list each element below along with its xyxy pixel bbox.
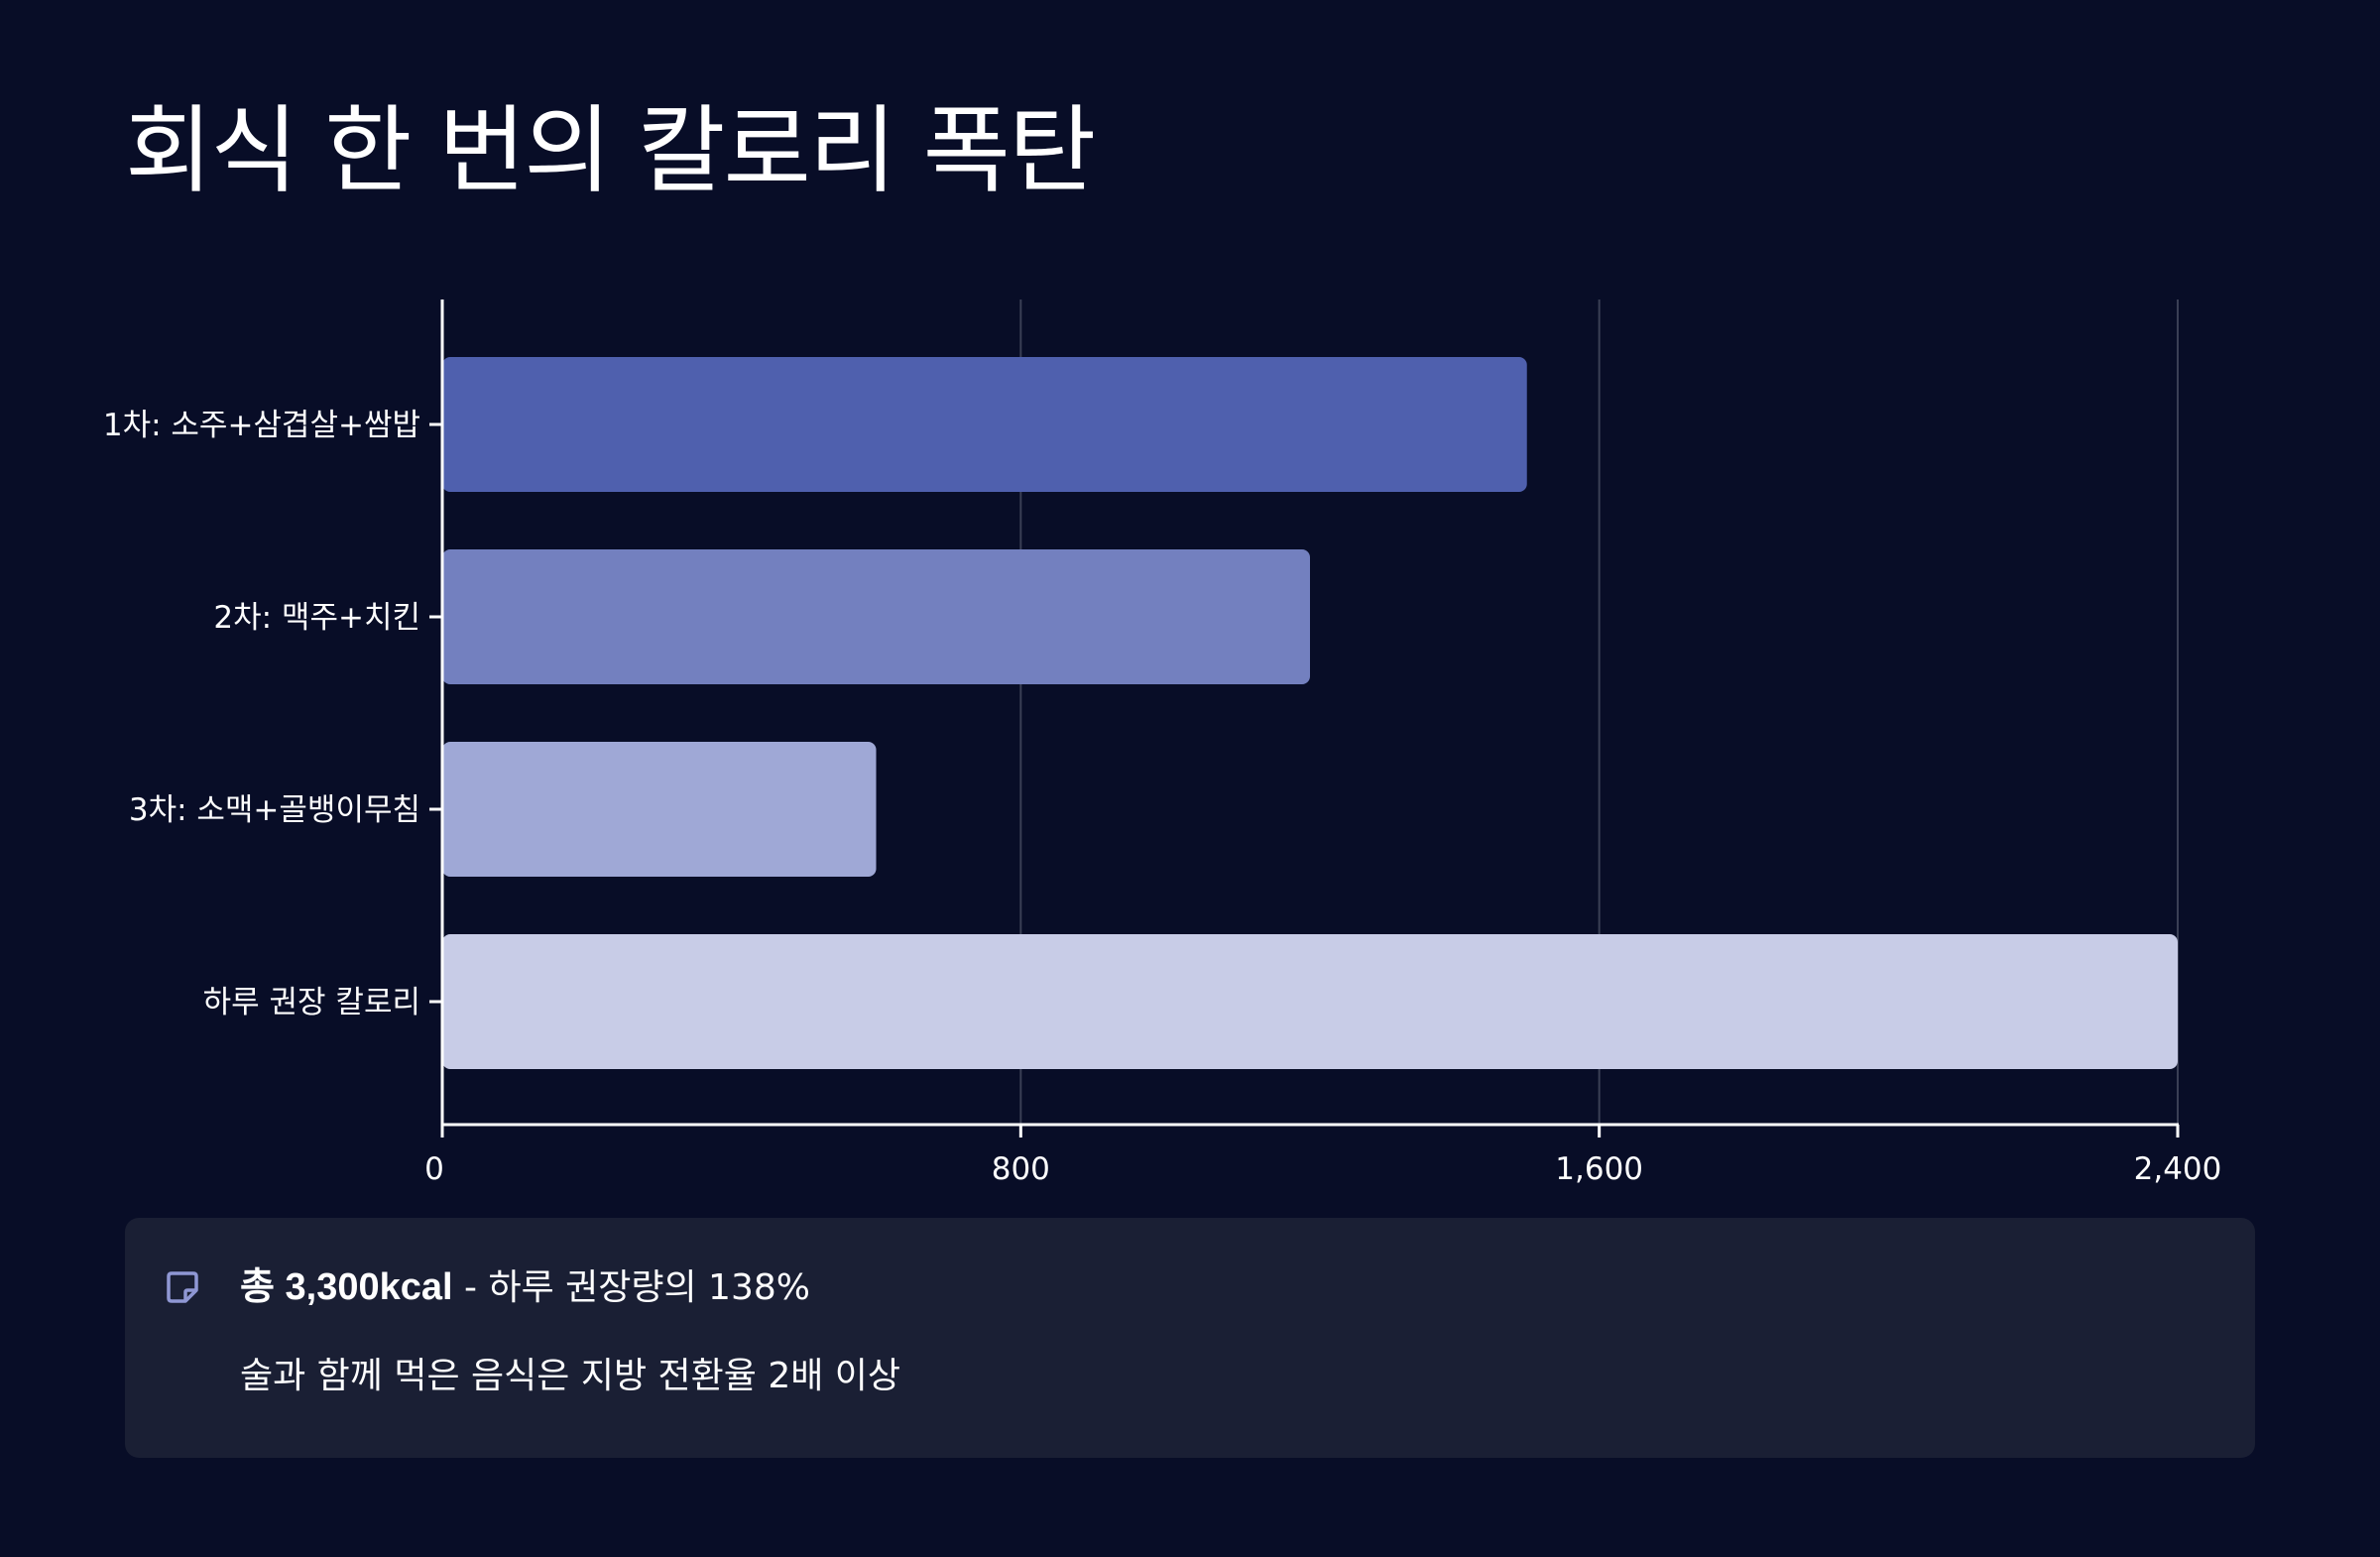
chart-title: 회식 한 번의 칼로리 폭탄 <box>125 95 1096 206</box>
y-tick-label-1: 1차: 소주+삼겹살+쌈밥 <box>103 408 420 443</box>
bar-3 <box>442 742 877 877</box>
x-tick-label-1: 800 <box>992 1151 1050 1187</box>
x-tick-label-0: 0 <box>424 1151 444 1187</box>
summary-total-strong: 총 3,300kcal <box>240 1266 453 1308</box>
sticky-note-icon <box>167 1271 198 1303</box>
y-tick-label-2: 2차: 맥주+치킨 <box>213 600 420 636</box>
summary-detail: 술과 함께 먹은 음식은 지방 전환율 2배 이상 <box>240 1356 901 1396</box>
summary-total: 총 3,300kcal - 하루 권장량의 138% <box>240 1263 810 1312</box>
x-tick-label-2: 1,600 <box>1555 1151 1643 1187</box>
x-tick-label-3: 2,400 <box>2134 1151 2222 1187</box>
bar-2 <box>442 549 1310 684</box>
y-tick-label-3: 3차: 소맥+골뱅이무침 <box>129 792 420 828</box>
summary-note-panel: 총 3,300kcal - 하루 권장량의 138% 술과 함께 먹은 음식은 … <box>125 1218 2255 1458</box>
bar-1 <box>442 357 1527 492</box>
y-tick-label-4: 하루 권장 칼로리 <box>203 985 420 1020</box>
bar-4 <box>442 934 2178 1069</box>
summary-total-rest: - 하루 권장량의 138% <box>452 1267 810 1308</box>
